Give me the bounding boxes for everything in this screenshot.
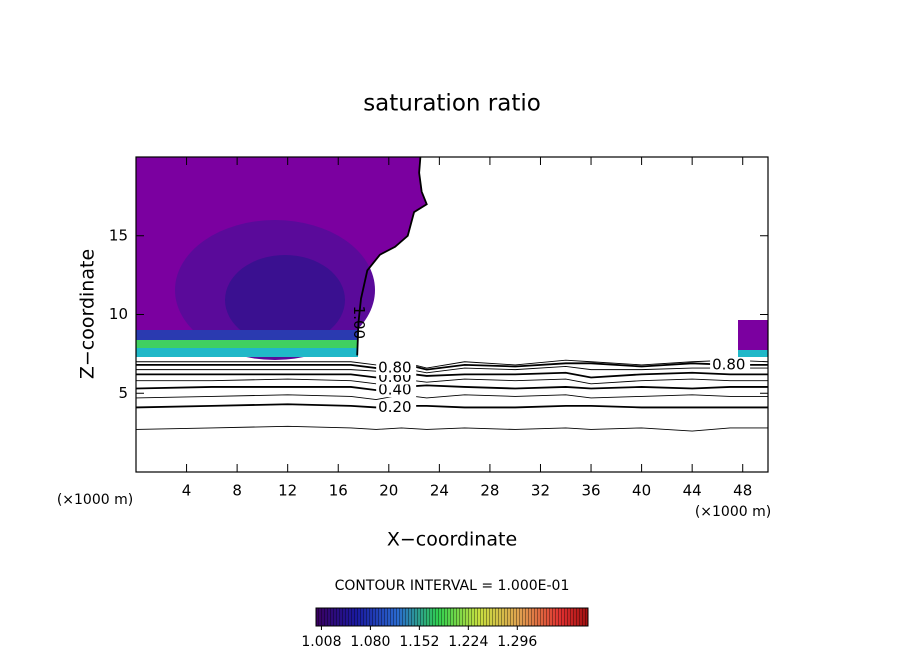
label-bg	[376, 361, 417, 376]
contour-line	[136, 362, 768, 371]
x-tick-label: 36	[581, 482, 600, 500]
colorbar-label: 1.152	[399, 634, 439, 650]
label-bg	[376, 383, 417, 398]
x-tick-label: 44	[683, 482, 702, 500]
contour-line	[136, 359, 768, 369]
x-unit-label: (×1000 m)	[57, 492, 133, 508]
contour-label: 1.00	[350, 306, 368, 339]
cloud-base	[136, 348, 358, 357]
x-tick-label: 8	[232, 482, 242, 500]
contour-line	[136, 403, 768, 409]
x-tick-label: 28	[480, 482, 499, 500]
contour-line	[136, 425, 768, 432]
contour-interval: CONTOUR INTERVAL = 1.000E-01	[335, 578, 570, 594]
contour-line	[136, 394, 768, 401]
contour-line	[136, 371, 768, 379]
cloud-base	[136, 330, 358, 342]
y-axis-title: Z−coordinate	[77, 249, 99, 379]
contour-line	[356, 157, 428, 356]
x-unit-label: (×1000 m)	[695, 504, 771, 520]
contour-line	[136, 366, 768, 374]
x-tick-label: 40	[632, 482, 651, 500]
x-tick-label: 4	[182, 482, 192, 500]
contour-label: 0.20	[378, 398, 411, 416]
x-tick-label: 16	[329, 482, 348, 500]
cloud-right	[738, 350, 768, 357]
x-axis-title: X−coordinate	[387, 529, 517, 551]
contour-line	[136, 378, 768, 385]
x-tick-label: 12	[278, 482, 297, 500]
colorbar-stripes	[316, 608, 588, 626]
colorbar-label: 1.224	[448, 634, 488, 650]
y-tick-label: 15	[109, 226, 128, 244]
label-bg	[376, 400, 417, 415]
x-tick-label: 24	[430, 482, 449, 500]
contour-label: 0.80	[712, 355, 745, 373]
y-tick-label: 10	[109, 305, 128, 323]
x-tick-label: 20	[379, 482, 398, 500]
colorbar-label: 1.296	[497, 634, 537, 650]
colorbar-label: 1.080	[350, 634, 390, 650]
x-tick-label: 32	[531, 482, 550, 500]
chart-title: saturation ratio	[363, 91, 541, 117]
cloud-core	[225, 255, 345, 345]
contour-line	[136, 384, 768, 392]
x-tick-label: 48	[733, 482, 752, 500]
colorbar-label: 1.008	[301, 634, 341, 650]
label-bg	[710, 357, 751, 372]
contour-label: 0.80	[378, 359, 411, 377]
y-tick-label: 5	[118, 384, 128, 402]
plot-area	[136, 157, 768, 432]
contour-label: 0.40	[378, 381, 411, 399]
cloud-base	[136, 340, 358, 350]
